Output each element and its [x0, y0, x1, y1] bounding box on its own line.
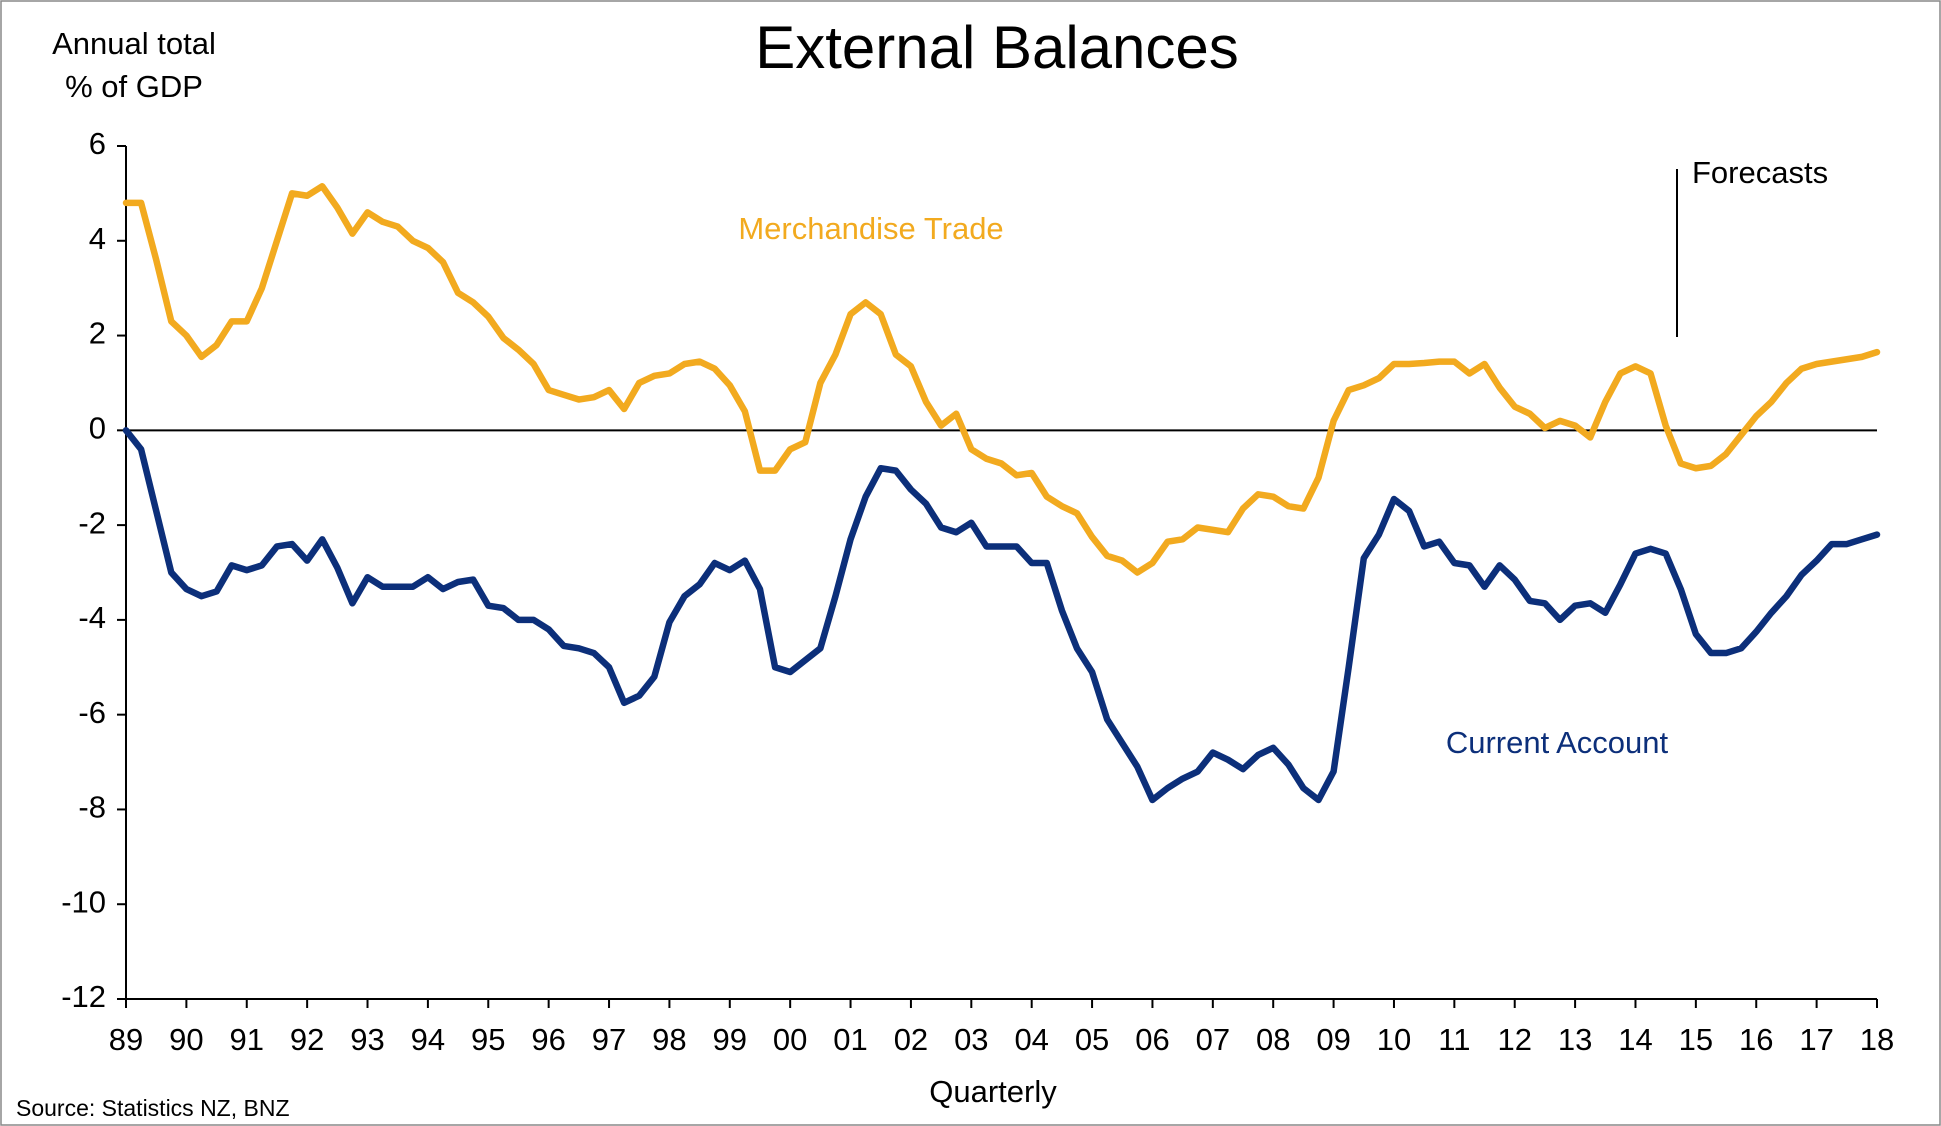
- y-tick-label: -10: [61, 884, 106, 919]
- x-tick-label: 12: [1497, 1022, 1531, 1057]
- x-tick-label: 97: [592, 1022, 626, 1057]
- x-tick-label: 18: [1860, 1022, 1894, 1057]
- y-tick-label: 4: [89, 221, 106, 256]
- series-label: Merchandise Trade: [738, 211, 1003, 246]
- x-axis-label: Quarterly: [929, 1074, 1057, 1109]
- x-tick-label: 09: [1316, 1022, 1350, 1057]
- y-tick-label: -8: [78, 790, 106, 825]
- x-tick-label: 94: [411, 1022, 445, 1057]
- x-tick-label: 95: [471, 1022, 505, 1057]
- x-tick-label: 98: [652, 1022, 686, 1057]
- x-tick-label: 05: [1075, 1022, 1109, 1057]
- x-tick-label: 90: [169, 1022, 203, 1057]
- x-tick-label: 92: [290, 1022, 324, 1057]
- y-tick-label: -2: [78, 505, 106, 540]
- series-label: Current Account: [1446, 725, 1669, 760]
- data-line: [122, 427, 1881, 804]
- y-tick-label: -12: [61, 979, 106, 1014]
- x-tick-label: 06: [1135, 1022, 1169, 1057]
- x-tick-label: 04: [1014, 1022, 1048, 1057]
- x-tick-label: 96: [531, 1022, 565, 1057]
- y-tick-label: -4: [78, 600, 106, 635]
- y-axis-label: % of GDP: [65, 69, 203, 104]
- x-tick-label: 89: [109, 1022, 143, 1057]
- annotation: Forecasts: [1692, 155, 1828, 190]
- y-tick-label: 0: [89, 411, 106, 446]
- x-tick-label: 17: [1799, 1022, 1833, 1057]
- chart-title: External Balances: [755, 14, 1239, 81]
- data-line: [122, 183, 1881, 576]
- x-tick-label: 15: [1679, 1022, 1713, 1057]
- x-tick-label: 08: [1256, 1022, 1290, 1057]
- y-axis-label: Annual total: [52, 26, 216, 61]
- x-tick-label: 07: [1196, 1022, 1230, 1057]
- x-tick-label: 99: [713, 1022, 747, 1057]
- x-tick-label: 14: [1618, 1022, 1652, 1057]
- x-tick-label: 91: [230, 1022, 264, 1057]
- x-tick-label: 16: [1739, 1022, 1773, 1057]
- x-tick-label: 02: [894, 1022, 928, 1057]
- x-tick-label: 00: [773, 1022, 807, 1057]
- y-tick-label: 6: [89, 126, 106, 161]
- x-tick-label: 93: [350, 1022, 384, 1057]
- source-note: Source: Statistics NZ, BNZ: [16, 1095, 290, 1121]
- x-tick-label: 11: [1438, 1022, 1470, 1057]
- x-tick-label: 03: [954, 1022, 988, 1057]
- x-tick-label: 10: [1377, 1022, 1411, 1057]
- x-tick-label: 01: [833, 1022, 867, 1057]
- y-tick-label: -6: [78, 695, 106, 730]
- x-tick-label: 13: [1558, 1022, 1592, 1057]
- y-tick-label: 2: [89, 316, 106, 351]
